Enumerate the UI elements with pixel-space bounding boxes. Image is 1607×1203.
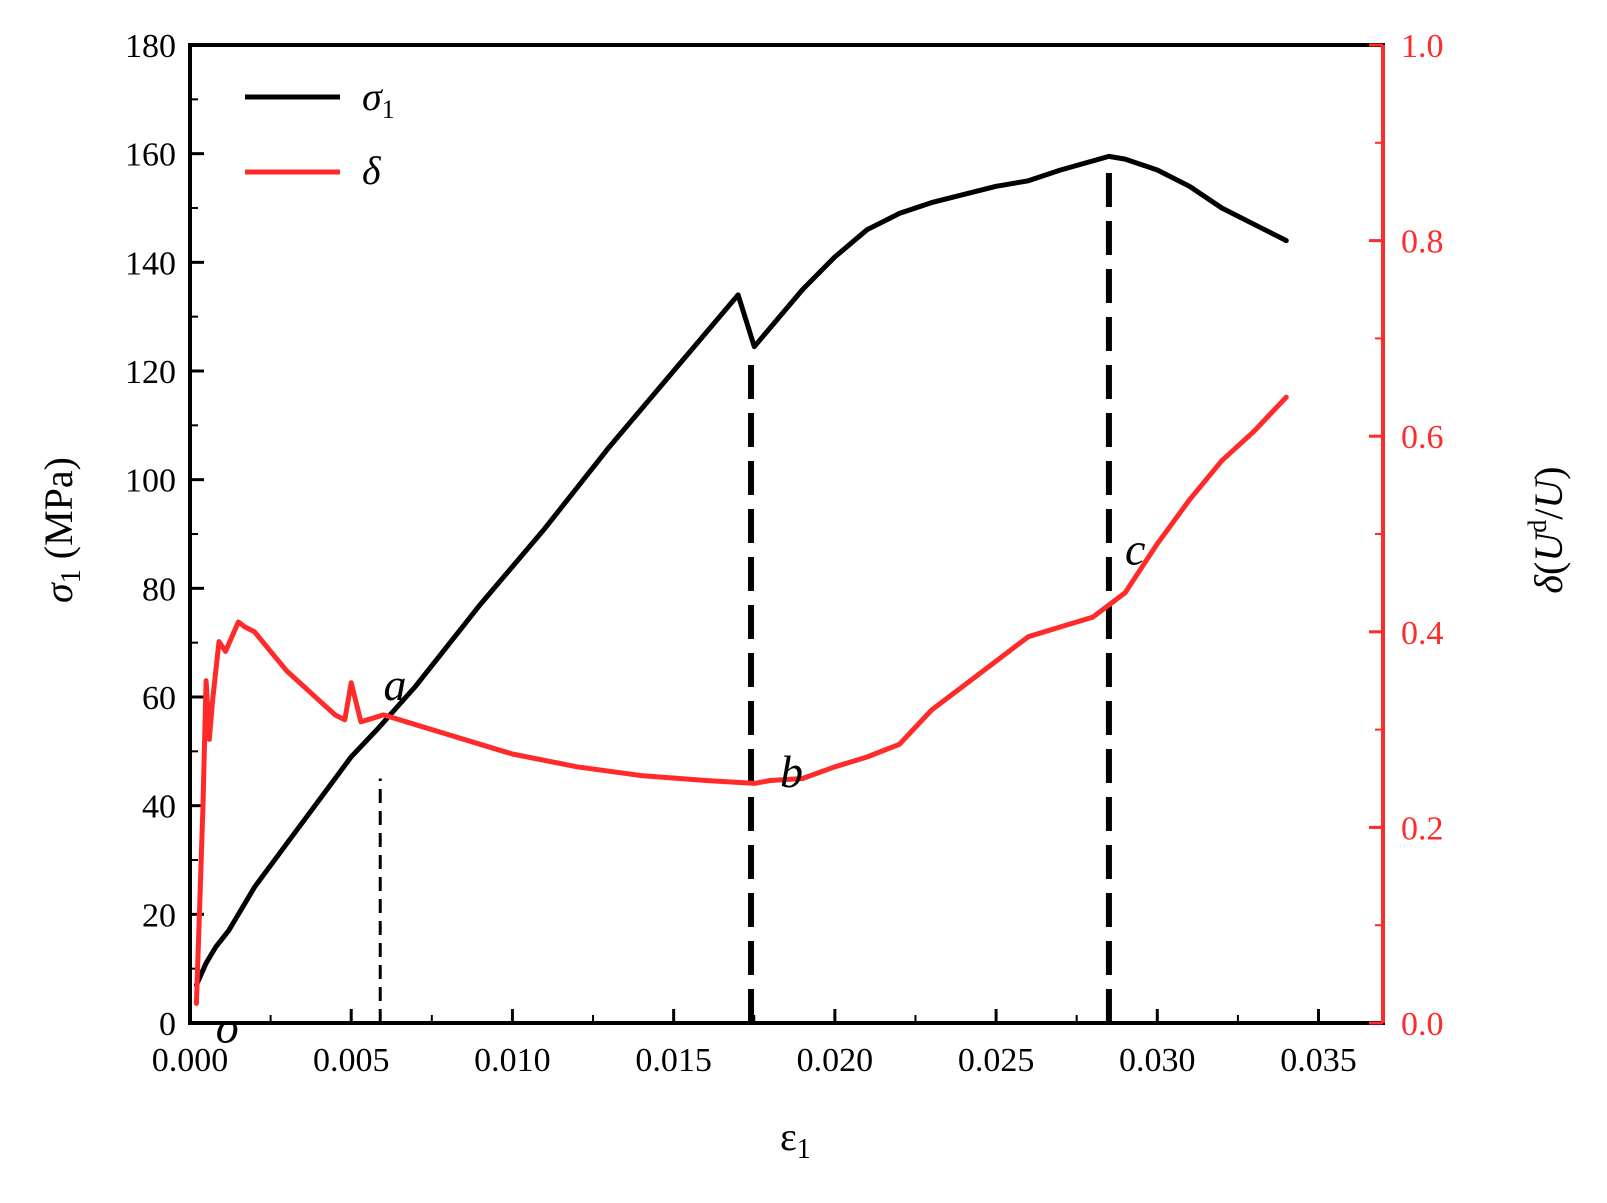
- annotations: o a b c: [216, 523, 1146, 1052]
- x-tick-label: 0.025: [958, 1042, 1035, 1079]
- x-tick-label: 0.000: [152, 1042, 229, 1079]
- y-right-tick-label: 0.6: [1401, 419, 1444, 456]
- x-tick-label: 0.035: [1280, 1042, 1357, 1079]
- x-tick-label: 0.005: [313, 1042, 390, 1079]
- x-tick-label: 0.030: [1119, 1042, 1196, 1079]
- y-left-tick-label: 80: [142, 571, 176, 608]
- y-left-tick-label: 100: [125, 463, 176, 500]
- dashed-markers: [378, 159, 1112, 1023]
- axis-ticks: [188, 43, 1383, 1025]
- x-tick-label: 0.010: [474, 1042, 551, 1079]
- x-axis-title: ε1: [780, 1114, 811, 1165]
- annotation-o: o: [216, 1001, 239, 1052]
- legend-label-delta: δ: [362, 148, 382, 193]
- y-left-tick-label: 40: [142, 789, 176, 826]
- legend-label-sigma: σ1: [362, 74, 395, 124]
- y-left-tick-label: 140: [125, 245, 176, 282]
- y-left-tick-label: 160: [125, 137, 176, 174]
- y-right-tick-label: 0.4: [1401, 615, 1444, 652]
- series-line-delta: [193, 394, 1289, 1006]
- annotation-b: b: [780, 746, 803, 797]
- y-left-tick-label: 180: [125, 28, 176, 65]
- y-right-tick-label: 0.2: [1401, 810, 1444, 847]
- y-left-tick-label: 120: [125, 354, 176, 391]
- legend: σ1 δ: [245, 74, 395, 193]
- series-layer: [193, 153, 1289, 1006]
- y-right-axis-title: δ(Ud/U): [1523, 466, 1571, 593]
- y-right-tick-label: 0.8: [1401, 224, 1444, 261]
- annotation-a: a: [383, 659, 406, 710]
- y-left-tick-label: 20: [142, 897, 176, 934]
- y-left-tick-label: 0: [159, 1006, 176, 1043]
- series-line-sigma: [193, 153, 1289, 988]
- y-left-tick-label: 60: [142, 680, 176, 717]
- annotation-c: c: [1125, 523, 1145, 574]
- x-tick-label: 0.020: [797, 1042, 874, 1079]
- y-right-tick-label: 0.0: [1401, 1006, 1444, 1043]
- tick-labels: 0.000 0.005 0.010 0.015 0.020 0.025 0.030 0.035…: [125, 28, 1444, 1079]
- x-tick-label: 0.015: [635, 1042, 712, 1079]
- y-right-tick-label: 1.0: [1401, 28, 1444, 65]
- y-left-axis-title: σ1 (MPa): [36, 457, 87, 603]
